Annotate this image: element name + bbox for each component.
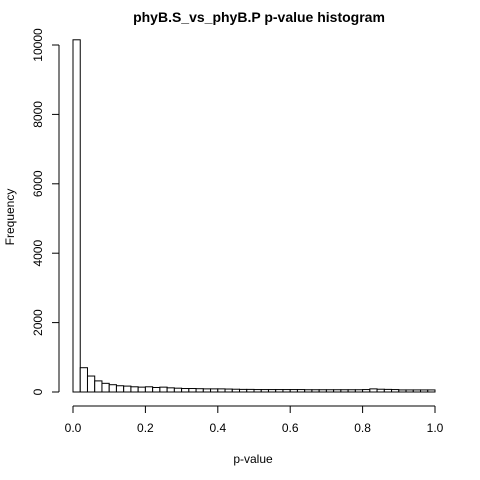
histogram-bar	[202, 388, 212, 393]
histogram-bar	[94, 380, 103, 393]
histogram-bar	[166, 387, 175, 393]
y-tick-label: 2000	[31, 309, 45, 336]
histogram-bar	[420, 389, 429, 393]
histogram-bar	[318, 389, 327, 393]
histogram-bar	[398, 389, 407, 393]
histogram-bar	[289, 389, 298, 393]
histogram-bar	[239, 388, 248, 393]
histogram-bar	[101, 382, 110, 393]
histogram-bar	[333, 389, 342, 393]
y-tick-label: 0	[31, 388, 45, 395]
histogram-bar	[311, 389, 320, 393]
histogram-bar	[217, 388, 226, 393]
histogram-bar	[123, 385, 132, 393]
histogram-bar	[376, 388, 385, 393]
histogram-bar	[195, 388, 204, 393]
histogram-bar	[405, 389, 414, 393]
histogram-bar	[144, 386, 154, 393]
y-tick-label: 4000	[31, 240, 45, 267]
histogram-bar	[412, 389, 422, 393]
histogram-bar	[296, 389, 306, 393]
histogram-bar	[347, 389, 356, 393]
x-tick-label: 0.2	[137, 421, 154, 435]
y-axis-label: Frequency	[3, 189, 17, 246]
x-tick-label: 0.4	[209, 421, 226, 435]
bars-group	[72, 39, 436, 393]
y-axis: 0 2000 4000 6000 8000 10000	[31, 28, 60, 395]
histogram-bar	[325, 389, 335, 393]
histogram-bar	[224, 388, 233, 393]
x-tick-label: 1.0	[427, 421, 444, 435]
histogram-bar	[152, 386, 161, 393]
histogram-bar	[304, 389, 313, 393]
histogram-bar	[210, 388, 219, 393]
histogram-bar	[137, 386, 146, 393]
x-axis: 0.0 0.2 0.4 0.6 0.8 1.0	[65, 405, 444, 435]
histogram-bar	[383, 388, 393, 393]
histogram-bar	[231, 388, 241, 393]
histogram-bar	[275, 389, 284, 393]
x-axis-label: p-value	[233, 452, 273, 466]
x-tick-label: 0.0	[65, 421, 82, 435]
histogram-bar	[72, 39, 81, 393]
histogram-bar	[260, 389, 269, 393]
x-tick-label: 0.6	[282, 421, 299, 435]
y-tick-label: 8000	[31, 101, 45, 128]
histogram-bar	[267, 389, 277, 393]
histogram-bar	[362, 389, 371, 393]
histogram-bar	[246, 388, 255, 393]
histogram-bar	[391, 389, 400, 393]
histogram-bar	[427, 389, 436, 393]
histogram-bar	[173, 387, 183, 393]
chart-title: phyB.S_vs_phyB.P p-value histogram	[133, 9, 385, 25]
histogram-bar	[369, 388, 378, 393]
y-tick-label: 10000	[31, 28, 45, 62]
histogram-bar	[253, 389, 262, 393]
histogram-bar	[181, 388, 190, 393]
histogram-bar	[282, 389, 291, 393]
histogram-bar	[159, 386, 168, 393]
histogram-bar	[79, 367, 88, 393]
histogram-bar	[340, 389, 349, 393]
histogram-bar	[130, 386, 139, 393]
histogram-bar	[115, 385, 125, 393]
histogram-bar	[354, 389, 364, 393]
x-tick-label: 0.8	[354, 421, 371, 435]
histogram-bar	[188, 388, 197, 393]
histogram-bar	[108, 384, 117, 393]
histogram-bar	[86, 375, 96, 393]
y-tick-label: 6000	[31, 170, 45, 197]
